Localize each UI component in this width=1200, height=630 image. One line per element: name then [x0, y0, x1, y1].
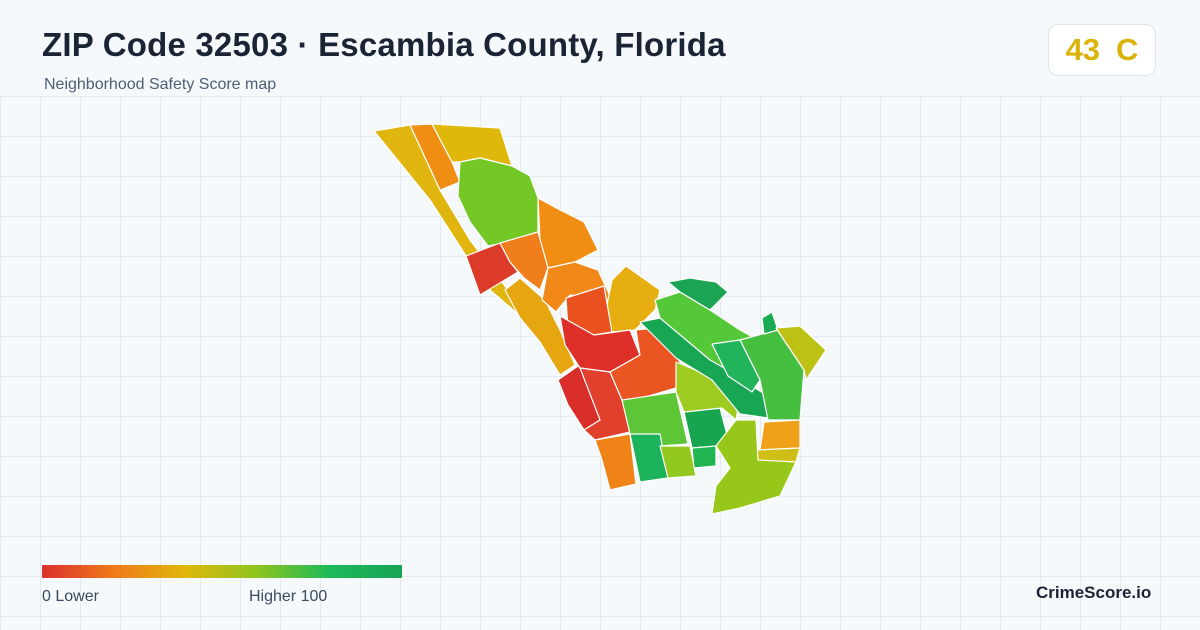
neighborhood-region[interactable] [659, 445, 697, 479]
legend-low-label: 0 Lower [42, 588, 99, 605]
neighborhood-region[interactable] [504, 277, 576, 376]
legend-high-label: Higher 100 [249, 588, 328, 605]
score-grade: C [1116, 32, 1139, 67]
neighborhood-region[interactable] [594, 433, 637, 491]
neighborhood-region[interactable] [409, 123, 461, 191]
neighborhood-region[interactable] [759, 419, 801, 451]
neighborhood-region[interactable] [667, 277, 729, 311]
neighborhood-region[interactable] [621, 391, 689, 447]
neighborhood-region[interactable] [537, 197, 599, 269]
score-value: 43 [1065, 32, 1101, 67]
neighborhood-region[interactable] [691, 445, 717, 469]
page-title: ZIP Code 32503 · Escambia County, Florid… [42, 26, 726, 63]
neighborhood-region[interactable] [775, 325, 827, 381]
neighborhood-region[interactable] [761, 311, 779, 335]
page-subtitle: Neighborhood Safety Score map [44, 76, 277, 93]
neighborhood-region[interactable] [499, 231, 549, 291]
legend-gradient-bar [42, 565, 402, 578]
score-badge: 43 C [1048, 24, 1156, 76]
neighborhood-region[interactable] [711, 419, 797, 515]
neighborhood-region[interactable] [457, 157, 539, 247]
header: ZIP Code 32503 · Escambia County, Florid… [0, 0, 1200, 96]
brand-logo-text: CrimeScore.io [1036, 583, 1152, 602]
neighborhood-region[interactable] [711, 339, 761, 393]
